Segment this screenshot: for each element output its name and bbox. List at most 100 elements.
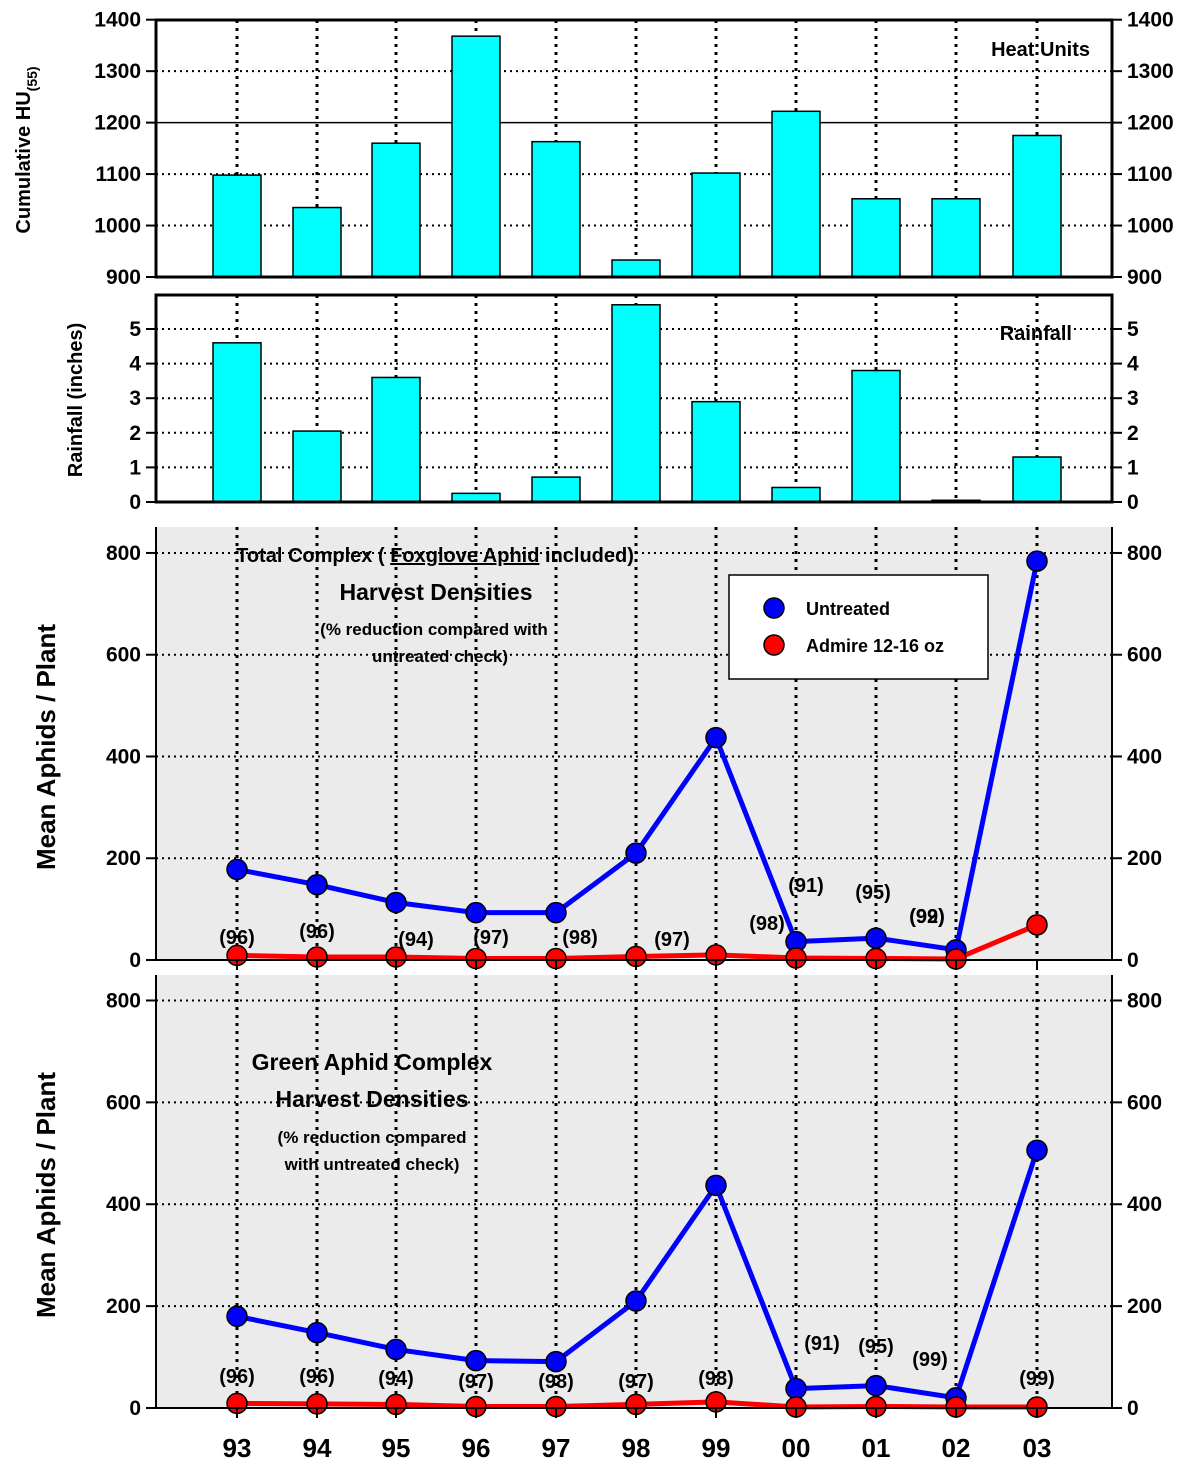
heat-y-tick-label-left: 1300 [94,60,141,83]
rain-bar-00 [771,486,821,503]
total-subtitle: Harvest Densities [339,579,532,605]
green-point-untreated-96 [465,1349,487,1372]
legend-untreated-label: Untreated [806,599,890,619]
heat-y-tick-label-right: 900 [1127,266,1162,289]
total-y-tick-label-left: 800 [106,542,141,565]
heat-y-tick-label-left: 1100 [95,163,141,186]
x-tick-label-02: 02 [942,1433,971,1463]
green-pct-label-00: (91) [804,1333,840,1355]
x-tick-label-03: 03 [1023,1433,1052,1463]
total-x-tick-marks [236,960,1038,970]
rain-bar-01 [851,369,901,503]
rain-bar-95 [371,376,421,503]
total-note-line1: (% reduction compared with [320,620,548,639]
x-tick-label-00: 00 [782,1433,811,1463]
rain-y-axis-title: Rainfall (inches) [65,323,87,477]
total-complex-panel: (96) (96) (94) (97) (98) (97)(98)(91) (95)(99)… [31,527,1162,972]
heat-y-tick-label-right: 1000 [1127,215,1174,238]
green-point-untreated-01 [865,1374,887,1397]
green-pct-label-95: (94) [378,1368,414,1390]
total-point-untreated-01 [865,927,887,949]
green-pct-label-99: (98) [698,1368,734,1390]
total-y-tick-label-left: 400 [106,745,141,768]
total-note-line2: untreated check) [372,647,508,666]
total-y-tick-label-left: 600 [106,644,141,667]
total-point-untreated-93 [226,858,248,881]
total-y-ticks-left: 0 200 400 600 800 [106,542,156,972]
heat-y-axis-subscript: (55) [24,66,40,91]
heat-y-tick-label-right: 1300 [1127,60,1174,83]
total-pct-label-00: (91) [788,875,824,897]
green-pct-label-93: (96) [219,1366,255,1388]
total-pct-label-93: (96) [219,927,255,949]
legend-admire-marker [763,634,785,656]
x-tick-label-97: 97 [542,1433,571,1463]
x-tick-label-99: 99 [702,1433,731,1463]
legend-admire-label: Admire 12-16 oz [806,636,944,656]
green-y-tick-label-right: 0 [1127,1397,1139,1420]
green-pct-label-02: (99) [912,1349,948,1371]
rain-y-tick-label-right: 3 [1127,387,1139,410]
heat-bar-95 [371,142,421,278]
x-tick-label-98: 98 [622,1433,651,1463]
heat-bars [212,35,1062,278]
heat-y-tick-label-right: 1200 [1127,112,1174,135]
x-tick-label-95: 95 [382,1433,411,1463]
total-pct-label-03: (92) [909,906,945,928]
green-pct-label-03: (99) [1019,1368,1055,1390]
rain-y-tick-label-left: 4 [129,353,141,376]
x-tick-label-01: 01 [862,1433,891,1463]
green-note-line2: with untreated check) [284,1155,460,1174]
green-title: Green Aphid Complex [252,1049,493,1075]
green-y-tick-label-left: 600 [106,1091,141,1114]
total-point-untreated-99 [705,726,727,749]
total-pct-label-01: (95) [855,882,891,904]
heat-y-axis-label: Cumulative HU [13,91,35,233]
green-pct-label-94: (96) [299,1366,335,1388]
legend-untreated-marker [763,597,785,619]
heat-units-label: Heat Units [991,39,1090,61]
heat-y-tick-label-right: 1100 [1127,163,1173,186]
green-pct-label-97: (98) [538,1371,574,1393]
total-point-untreated-98 [625,842,647,864]
total-title: Total Complex ( Foxglove Aphid included) [236,545,634,567]
green-subtitle: Harvest Densities [275,1086,468,1112]
heat-y-ticks-left: 900 1000 1100 1200 1300 1400 [94,9,156,289]
green-point-untreated-00 [785,1377,807,1400]
heat-bar-94 [292,206,342,278]
total-pct-label-02: (99) [909,906,945,928]
green-pct-label-98: (97) [618,1371,654,1393]
rain-bar-97 [531,476,581,503]
total-pct-label-97: (98) [562,927,598,949]
green-point-untreated-95 [385,1338,407,1361]
green-plot-background [156,975,1112,1408]
heat-bar-97 [531,140,581,278]
total-y-tick-label-right: 400 [1127,745,1162,768]
rain-y-tick-label-right: 2 [1127,422,1139,445]
green-pct-label-01: (95) [858,1336,894,1358]
rainfall-label: Rainfall [1000,323,1072,345]
total-title-suffix: included) [539,545,633,567]
green-point-untreated-97 [545,1350,567,1373]
total-y-tick-label-right: 200 [1127,847,1162,870]
rain-bar-94 [292,430,342,503]
rain-y-tick-label-right: 5 [1127,318,1139,341]
total-point-untreated-94 [306,873,328,896]
green-point-untreated-93 [226,1305,248,1328]
rain-y-ticks-right: 0 1 2 3 4 5 [1112,318,1139,514]
heat-bar-96 [451,35,501,278]
total-y-tick-label-right: 0 [1127,949,1139,972]
total-point-admire-03 [1026,914,1048,936]
total-point-untreated-97 [545,901,567,924]
rain-bar-99 [691,400,741,503]
total-pct-label-96: (97) [473,927,509,949]
rainfall-panel: 0 1 2 3 4 5 0 1 2 3 4 5 Rainfall Rainfall (inches) [65,293,1139,514]
total-pct-label-98: (97) [654,929,690,951]
total-y-tick-label-right: 600 [1127,644,1162,667]
total-y-ticks-right: 0 200 400 600 800 [1112,542,1162,972]
rain-y-tick-label-left: 3 [129,387,141,410]
green-y-tick-label-left: 400 [106,1193,141,1216]
rain-y-tick-label-left: 0 [129,491,141,514]
rain-y-tick-label-right: 0 [1127,491,1139,514]
